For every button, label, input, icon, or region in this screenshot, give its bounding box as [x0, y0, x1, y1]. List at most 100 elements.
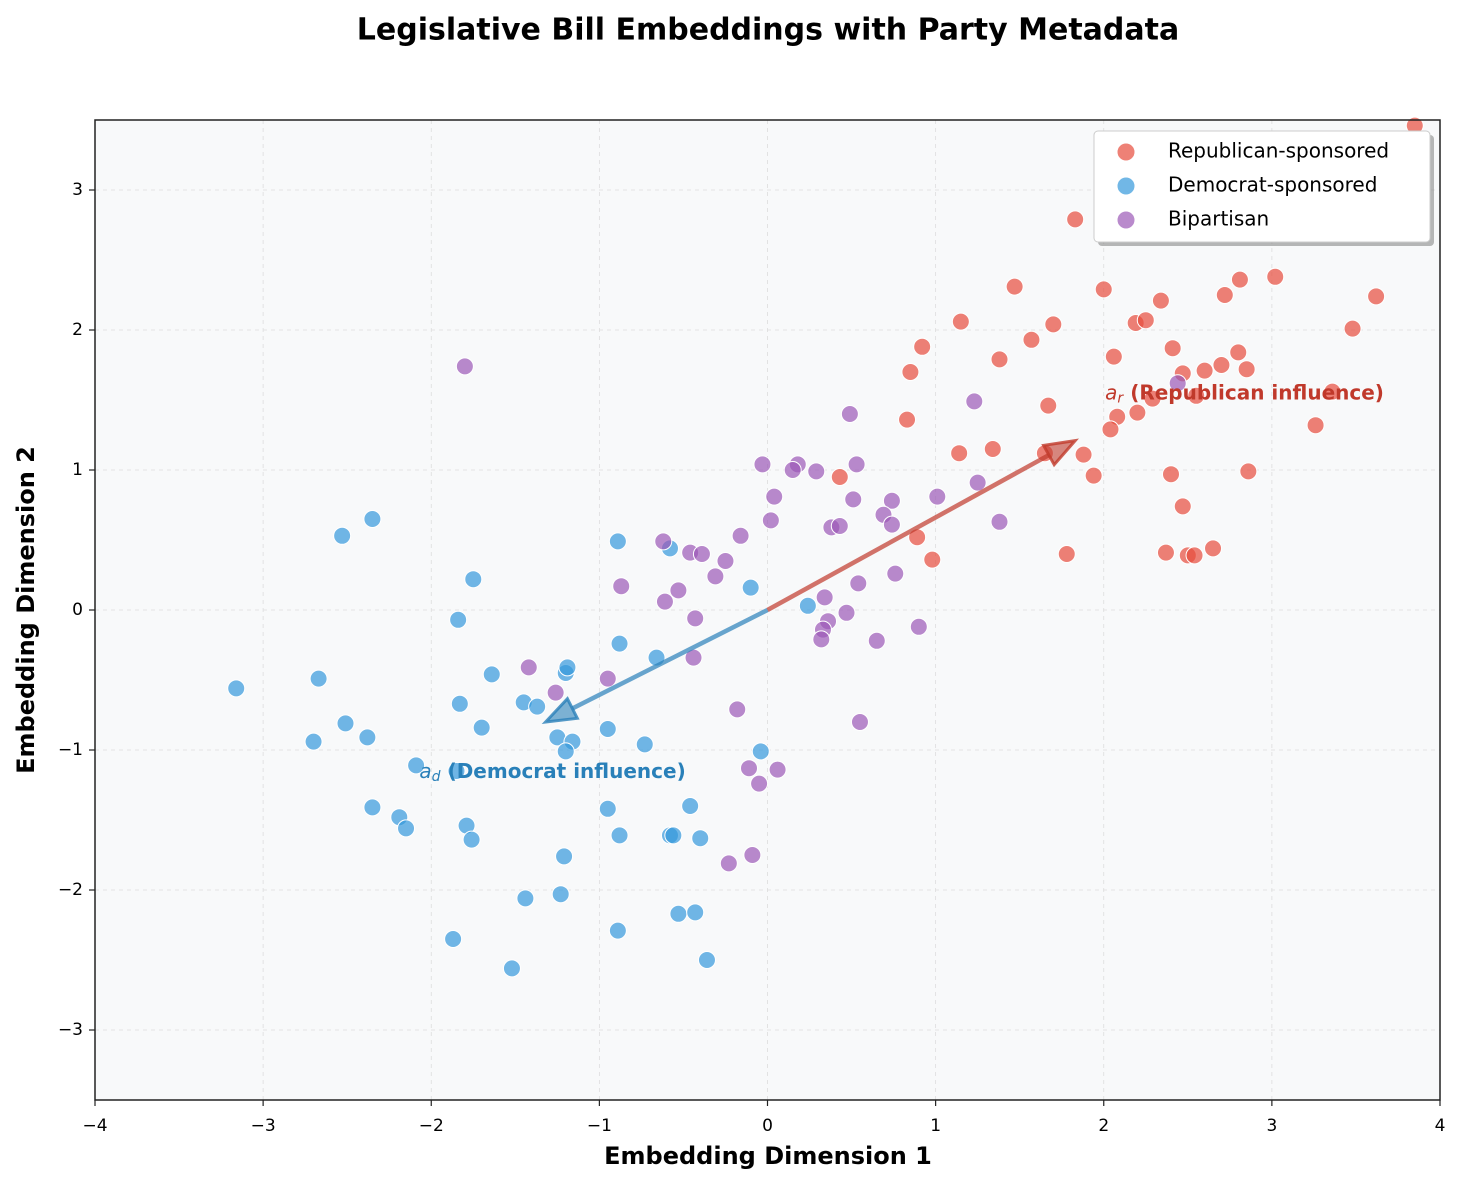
y-tick-label: 0: [72, 600, 83, 620]
point: [898, 410, 917, 429]
point: [444, 930, 463, 948]
point: [551, 885, 570, 904]
point: [455, 357, 474, 376]
point: [882, 515, 901, 534]
point: [669, 904, 688, 923]
point: [635, 735, 654, 754]
point: [655, 592, 674, 611]
point: [990, 350, 1009, 369]
x-tick-label: 4: [1435, 1116, 1446, 1136]
point: [654, 532, 673, 551]
x-tick-label: 2: [1098, 1116, 1109, 1136]
point: [397, 819, 416, 838]
point: [901, 363, 920, 381]
point: [761, 511, 780, 530]
point: [502, 959, 521, 978]
point: [1343, 319, 1362, 338]
point: [697, 951, 716, 969]
point: [669, 581, 688, 600]
point: [1022, 330, 1041, 349]
point: [472, 718, 491, 737]
point: [740, 759, 759, 778]
point: [1229, 343, 1248, 362]
point: [608, 921, 627, 940]
point: [728, 700, 747, 719]
point: [951, 312, 970, 331]
point: [1323, 382, 1342, 401]
legend-marker: [1116, 210, 1136, 230]
point: [546, 683, 565, 702]
x-tick-label: −2: [419, 1116, 444, 1136]
point: [1266, 267, 1285, 286]
legend-label: Bipartisan: [1168, 207, 1269, 231]
point: [598, 669, 617, 688]
point: [743, 846, 762, 864]
point: [719, 854, 738, 873]
point: [1084, 466, 1103, 485]
point: [990, 512, 1009, 531]
point: [598, 799, 617, 818]
point: [849, 574, 868, 593]
point: [1187, 386, 1206, 405]
point: [227, 679, 246, 698]
point: [1143, 389, 1162, 408]
point: [1074, 445, 1093, 464]
point: [923, 550, 942, 569]
x-tick-label: −4: [82, 1116, 107, 1136]
point: [464, 570, 483, 589]
point: [840, 405, 859, 423]
y-tick-label: 3: [72, 180, 83, 200]
y-tick-label: −2: [58, 880, 83, 900]
point: [1057, 545, 1076, 563]
arrow-symbol: a: [419, 759, 431, 783]
point: [407, 756, 426, 775]
point: [765, 487, 784, 506]
point: [1044, 315, 1063, 334]
point: [358, 728, 377, 747]
y-tick-label: −3: [58, 1020, 83, 1040]
x-tick-label: 0: [762, 1116, 773, 1136]
legend: Republican-sponsored Democrat-sponsored Bi…: [1093, 130, 1434, 246]
chart-title: Legislative Bill Embeddings with Party M…: [357, 13, 1179, 48]
point: [886, 564, 905, 583]
point: [837, 603, 856, 622]
point: [304, 732, 323, 751]
point: [1128, 403, 1147, 422]
point: [555, 847, 574, 866]
point: [692, 545, 711, 563]
point: [950, 444, 969, 463]
marks: ar (Republican influence)ad (Democrat infl…: [227, 116, 1424, 978]
point: [1204, 539, 1223, 558]
point: [309, 669, 328, 688]
point: [681, 797, 700, 815]
y-axis-label: Embedding Dimension 2: [12, 446, 40, 774]
x-tick-label: −3: [251, 1116, 276, 1136]
point: [731, 526, 750, 545]
x-tick-label: 3: [1266, 1116, 1277, 1136]
legend-marker: [1116, 142, 1136, 162]
point: [812, 630, 831, 649]
point: [1195, 361, 1214, 380]
point: [450, 694, 469, 713]
point: [844, 490, 863, 509]
y-tick-label: 1: [72, 460, 83, 480]
point: [449, 610, 468, 629]
legend-box: [1093, 130, 1431, 243]
y-tick-label: −1: [58, 740, 83, 760]
x-tick-label: 1: [930, 1116, 941, 1136]
point: [965, 392, 984, 411]
point: [462, 830, 481, 849]
point: [750, 774, 769, 793]
point: [686, 609, 705, 628]
point: [1185, 546, 1204, 565]
point: [1212, 356, 1231, 374]
point: [830, 468, 849, 486]
point: [691, 829, 710, 848]
point: [612, 577, 631, 596]
point: [1136, 311, 1155, 330]
point: [867, 631, 886, 650]
point: [1237, 360, 1256, 379]
point: [664, 826, 683, 845]
point: [815, 588, 834, 607]
